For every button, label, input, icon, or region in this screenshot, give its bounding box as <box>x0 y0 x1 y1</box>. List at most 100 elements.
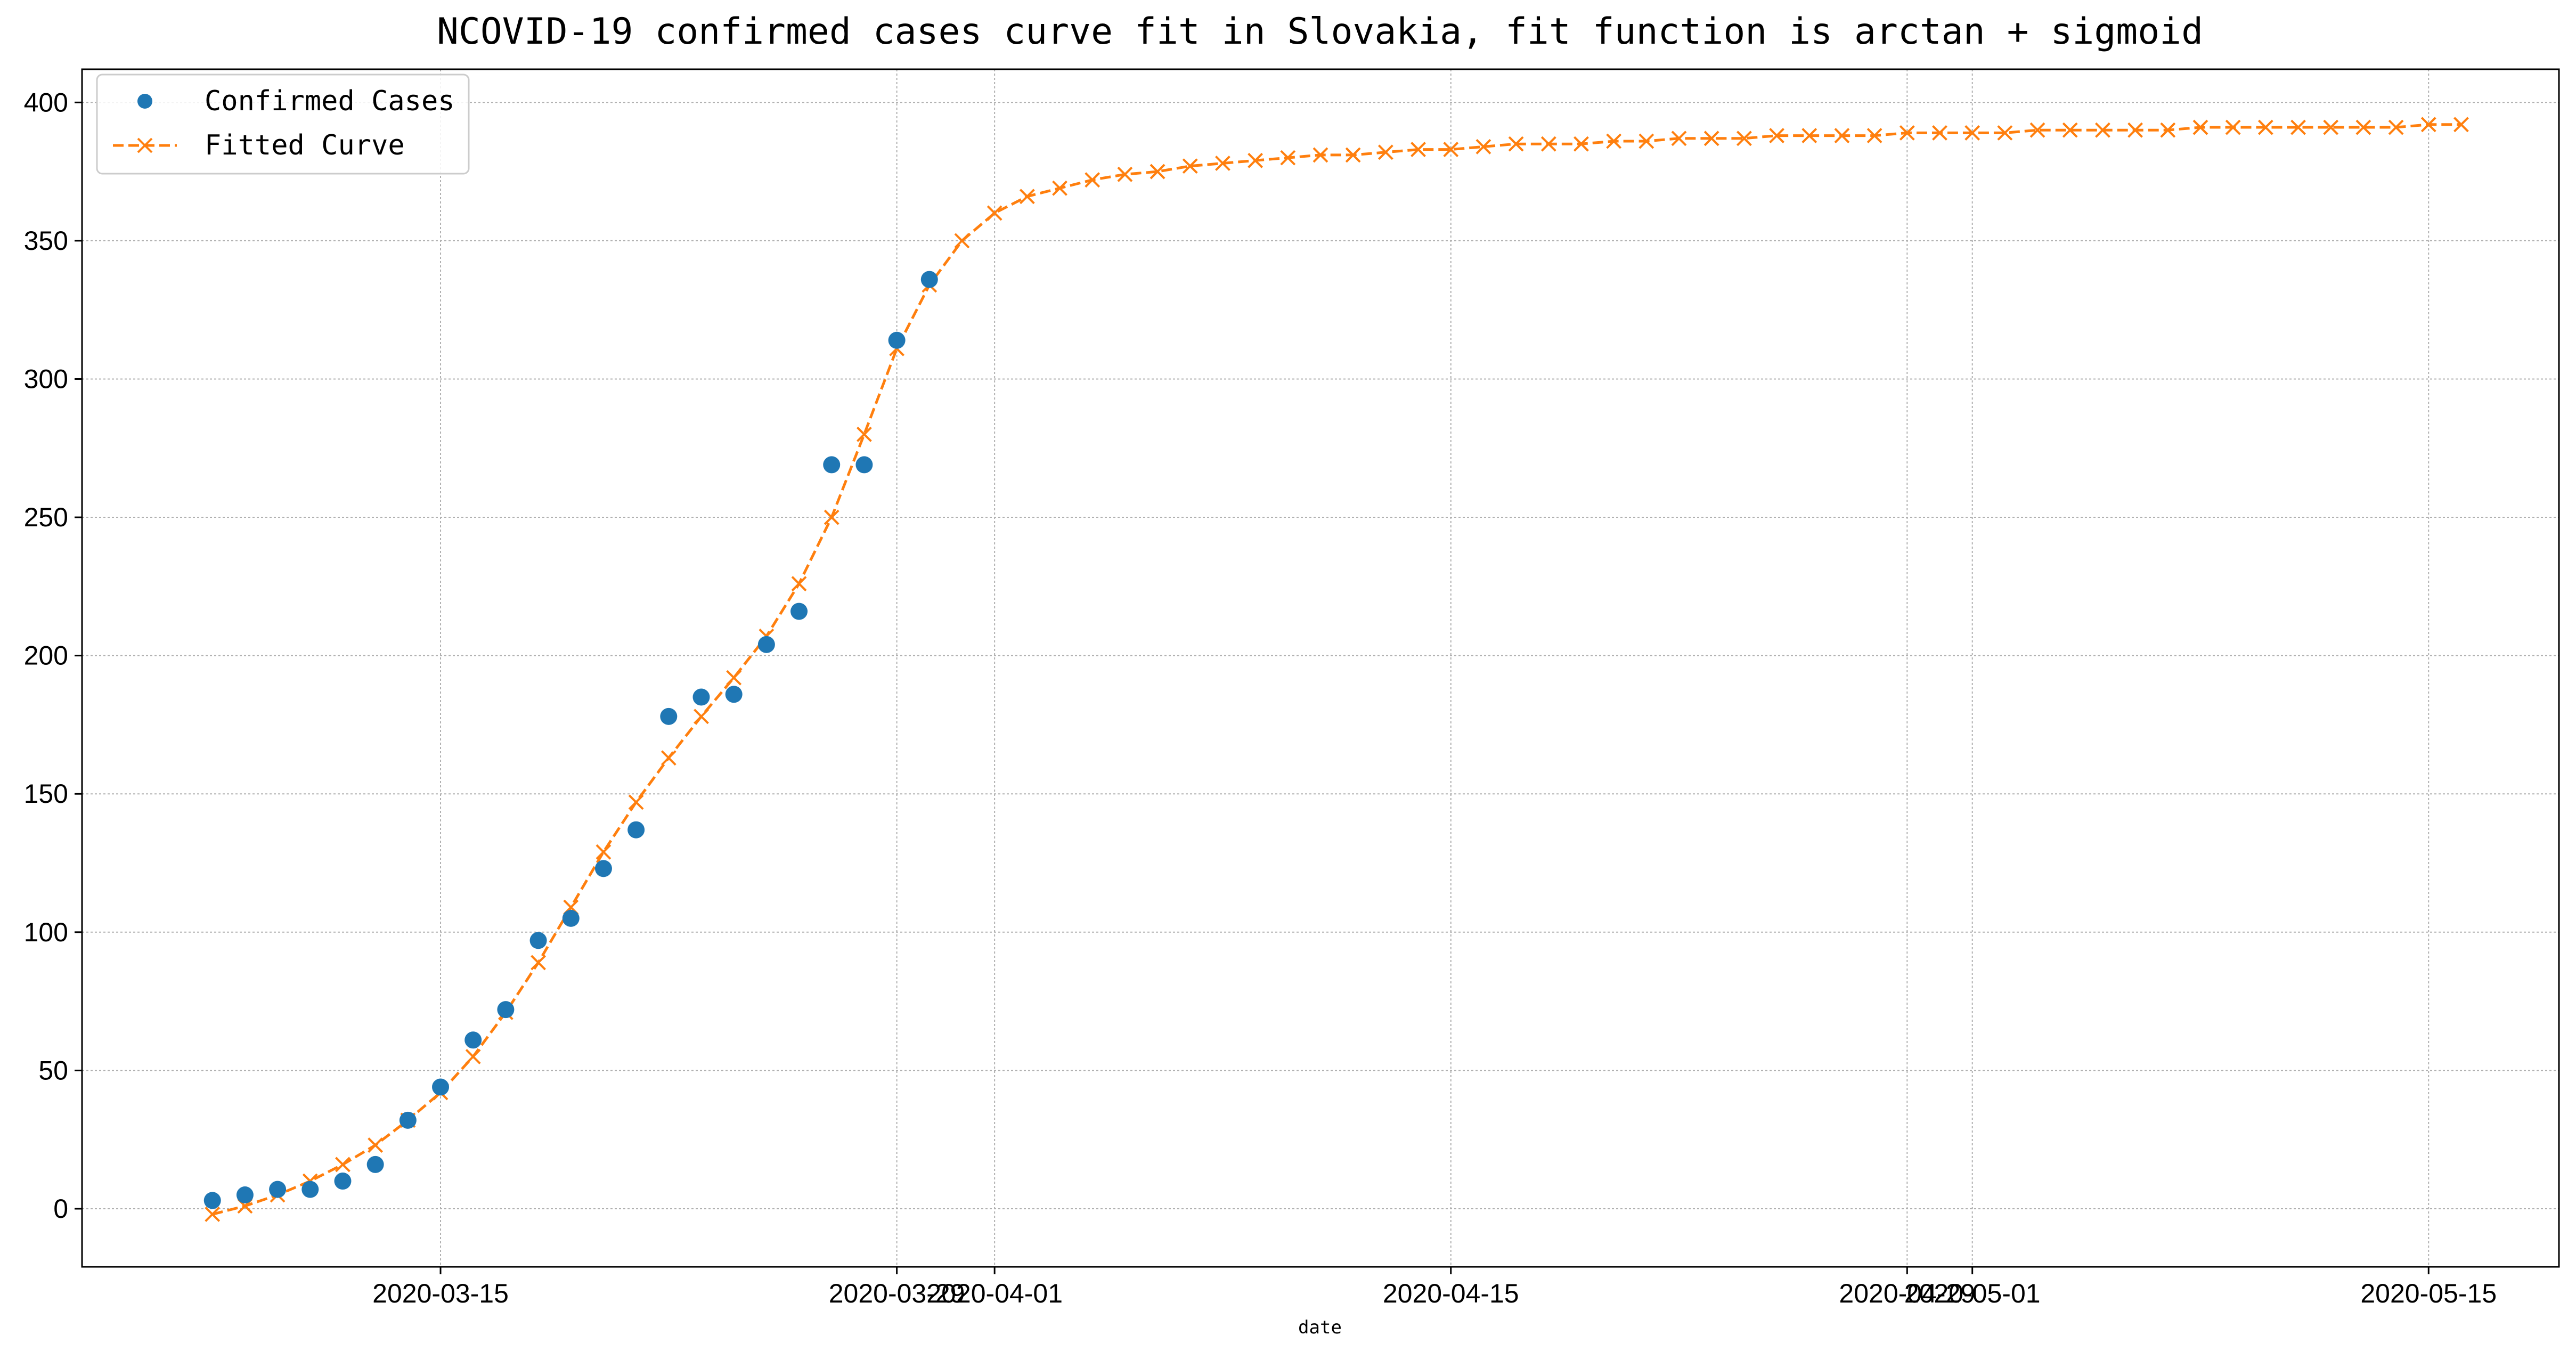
y-tick-label: 300 <box>24 364 68 394</box>
fitted-curve-point <box>1345 147 1361 163</box>
y-tick-label: 0 <box>53 1194 68 1224</box>
fitted-curve-point <box>1834 128 1850 144</box>
fitted-curve-point <box>368 1137 384 1153</box>
fitted-curve-point <box>1997 125 2013 141</box>
fitted-curve-point <box>791 576 807 592</box>
legend-label-fitted-curve: Fitted Curve <box>205 129 405 161</box>
fitted-curve-point <box>1508 136 1524 152</box>
fitted-curve-point <box>824 509 839 525</box>
fitted-curve-point <box>857 426 872 442</box>
legend-box <box>96 74 470 175</box>
fitted-curve-point <box>1540 136 1556 152</box>
y-tick-label: 150 <box>24 779 68 809</box>
confirmed-case-point <box>660 707 678 725</box>
fitted-curve-point <box>1736 131 1752 147</box>
y-tick-label: 100 <box>24 917 68 947</box>
fitted-curve-point <box>2095 122 2110 138</box>
fitted-curve-point <box>987 205 1002 221</box>
fitted-curve-point <box>531 955 546 971</box>
x-tick-label: 2020-05-01 <box>1904 1279 2041 1308</box>
fitted-curve-point <box>1476 139 1491 154</box>
confirmed-case-point <box>301 1181 319 1198</box>
fitted-curve-line <box>212 123 2461 1216</box>
x-tick-label: 2020-04-15 <box>1383 1279 1519 1308</box>
grid-lines <box>82 69 2559 1267</box>
fitted-curve-point <box>726 670 742 686</box>
fitted-curve-point <box>1215 156 1230 171</box>
x-tick-label: 2020-03-15 <box>372 1279 509 1308</box>
fitted-curve-point <box>1638 133 1654 149</box>
fitted-curve-point <box>2062 122 2078 138</box>
fitted-curve-point <box>1182 158 1198 174</box>
fitted-curve-point <box>1964 125 1980 141</box>
confirmed-case-point <box>725 686 743 703</box>
fitted-curve-point <box>2420 117 2436 133</box>
fitted-curve-point <box>2160 122 2176 138</box>
fitted-curve-point <box>661 750 676 766</box>
fitted-curve-point <box>2355 119 2371 135</box>
axes: 0 50 100 150 200 250 300 350 400 2020-03-15 2020-0… <box>24 87 2497 1308</box>
fitted-curve-point <box>1377 144 1393 160</box>
fitted-curve-point <box>2257 119 2273 135</box>
fitted-curve-point <box>1932 125 1947 141</box>
confirmed-case-point <box>269 1181 287 1198</box>
fitted-curve-point <box>1085 172 1100 188</box>
plot-series <box>203 117 2469 1222</box>
fitted-curve-point <box>1411 142 1426 157</box>
fitted-curve-point <box>465 1049 481 1064</box>
fitted-curve-point <box>596 844 612 860</box>
y-tick-label: 350 <box>24 226 68 256</box>
fitted-curve-point <box>1801 128 1817 144</box>
plot-frame <box>81 68 2560 1268</box>
confirmed-case-point <box>203 1192 221 1209</box>
confirmed-case-point <box>888 331 906 349</box>
y-tick-label: 200 <box>24 641 68 671</box>
fitted-curve-point <box>1248 152 1263 168</box>
fitted-curve-point <box>2127 122 2143 138</box>
fitted-curve-point <box>1019 189 1035 205</box>
fitted-curve-point <box>1899 125 1915 141</box>
y-tick-label: 50 <box>38 1055 68 1085</box>
fitted-curve-point <box>2323 119 2339 135</box>
x-tick-label: 2020-04-29 <box>1839 1279 1975 1308</box>
confirmed-case-point <box>236 1186 254 1204</box>
confirmed-case-point <box>497 1001 515 1019</box>
fitted-curve-point <box>1703 131 1719 147</box>
confirmed-case-point <box>334 1173 352 1190</box>
fitted-curve-point <box>1313 147 1328 163</box>
confirmed-case-point <box>627 821 645 839</box>
fitted-curve-point <box>2225 119 2241 135</box>
fitted-curve-point <box>335 1157 350 1173</box>
fitted-curve-point <box>954 233 970 249</box>
fitted-curve-point <box>1150 164 1165 180</box>
fitted-curve-point <box>628 794 644 810</box>
confirmed-case-point <box>594 860 612 877</box>
confirmed-case-point <box>432 1078 450 1096</box>
legend: Confirmed Cases Fitted Curve <box>96 74 470 175</box>
x-tick-label: 2020-05-15 <box>2360 1279 2497 1308</box>
legend-marker-fitted-curve <box>137 137 153 153</box>
fitted-curve-point <box>1117 166 1133 182</box>
fitted-curve-point <box>1671 131 1687 147</box>
fitted-curve-point <box>2453 117 2469 133</box>
confirmed-case-point <box>823 456 841 474</box>
confirmed-case-point <box>920 271 938 288</box>
fitted-curve-point <box>2192 119 2208 135</box>
x-tick-label: 2020-03-29 <box>829 1279 965 1308</box>
legend-label-confirmed-cases: Confirmed Cases <box>205 85 455 117</box>
fitted-curve-point <box>1866 128 1882 144</box>
fitted-curve-point <box>2388 119 2404 135</box>
confirmed-case-point <box>757 636 775 653</box>
fitted-curve-point <box>1052 180 1067 196</box>
confirmed-case-point <box>562 909 580 927</box>
fitted-curve-point <box>2029 122 2045 138</box>
fitted-curve-point <box>694 709 709 725</box>
y-tick-label: 250 <box>24 502 68 532</box>
chart-title: NCOVID-19 confirmed cases curve fit in S… <box>437 11 2203 53</box>
fitted-curve-point <box>1280 150 1296 166</box>
fitted-curve-point <box>1769 128 1784 144</box>
y-tick-label: 400 <box>24 87 68 117</box>
confirmed-case-point <box>529 932 547 949</box>
x-tick-label: 2020-04-01 <box>926 1279 1063 1308</box>
